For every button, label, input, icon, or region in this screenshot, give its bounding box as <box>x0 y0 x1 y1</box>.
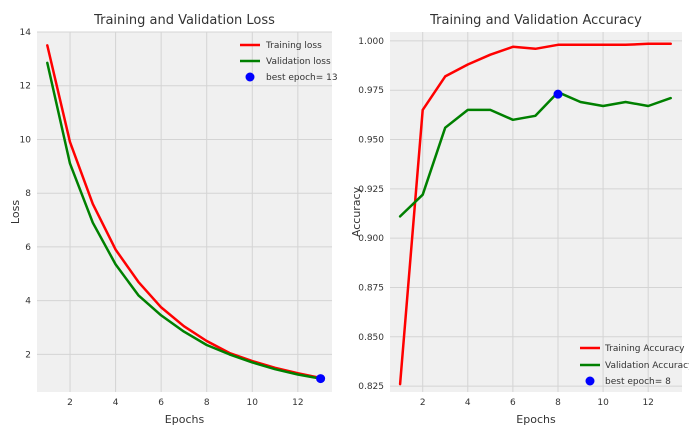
accuracy-chart: 2 4 6 8 10 120.8250.8500.8750.9000.9250.9500.… <box>350 13 689 426</box>
loss-x-tick-label: 12 <box>292 398 303 408</box>
accuracy-x-axis-title: Epochs <box>516 413 556 426</box>
loss-y-tick-label: 10 <box>20 135 32 145</box>
accuracy-y-tick-label: 1.000 <box>358 37 384 47</box>
loss-y-tick-label: 4 <box>25 297 31 307</box>
accuracy-plot-background <box>390 32 682 392</box>
loss-y-axis-title: Loss <box>9 200 22 224</box>
accuracy-chart-title: Training and Validation Accuracy <box>429 13 642 28</box>
loss-legend-swatch-best-epoch <box>246 73 255 82</box>
loss-legend-label-validation: Validation loss <box>266 57 331 67</box>
loss-y-tick-label: 6 <box>25 243 31 253</box>
loss-x-tick-label: 4 <box>113 398 119 408</box>
accuracy-x-tick-label: 8 <box>555 398 561 408</box>
accuracy-x-tick-label: 4 <box>465 398 471 408</box>
loss-y-tick-label: 14 <box>20 28 32 38</box>
loss-x-tick-label: 10 <box>247 398 259 408</box>
accuracy-legend-swatch-best-epoch <box>586 377 595 386</box>
accuracy-x-tick-label: 10 <box>597 398 609 408</box>
loss-x-tick-label: 6 <box>158 398 164 408</box>
accuracy-y-tick-label: 0.875 <box>358 283 384 293</box>
accuracy-y-tick-label: 0.850 <box>358 333 384 343</box>
loss-y-tick-label: 12 <box>20 82 31 92</box>
accuracy-legend-label-best-epoch: best epoch= 8 <box>605 377 671 387</box>
loss-y-tick-label: 2 <box>25 350 31 360</box>
loss-legend-label-best-epoch: best epoch= 13 <box>266 73 338 83</box>
loss-y-tick-label: 8 <box>25 189 31 199</box>
loss-legend-label-training: Training loss <box>265 41 322 51</box>
loss-x-tick-label: 2 <box>67 398 73 408</box>
accuracy-y-axis-title: Accuracy <box>350 186 363 237</box>
accuracy-legend-label-validation: Validation Accuracy <box>605 361 689 371</box>
accuracy-best-epoch-marker <box>553 90 562 99</box>
accuracy-x-tick-label: 6 <box>510 398 516 408</box>
accuracy-y-tick-label: 0.825 <box>358 382 384 392</box>
loss-x-axis-title: Epochs <box>165 413 205 426</box>
accuracy-y-tick-label: 0.975 <box>358 86 384 96</box>
accuracy-x-tick-label: 2 <box>420 398 426 408</box>
loss-x-tick-label: 8 <box>204 398 210 408</box>
accuracy-y-tick-label: 0.950 <box>358 136 384 146</box>
loss-chart: 2 4 6 8 10 12 2 4 6 8 10 12 14 Training and Validati… <box>9 13 338 426</box>
accuracy-legend-label-training: Training Accuracy <box>604 344 685 354</box>
loss-best-epoch-marker <box>316 374 325 383</box>
loss-chart-title: Training and Validation Loss <box>93 13 275 28</box>
accuracy-x-tick-label: 12 <box>642 398 653 408</box>
